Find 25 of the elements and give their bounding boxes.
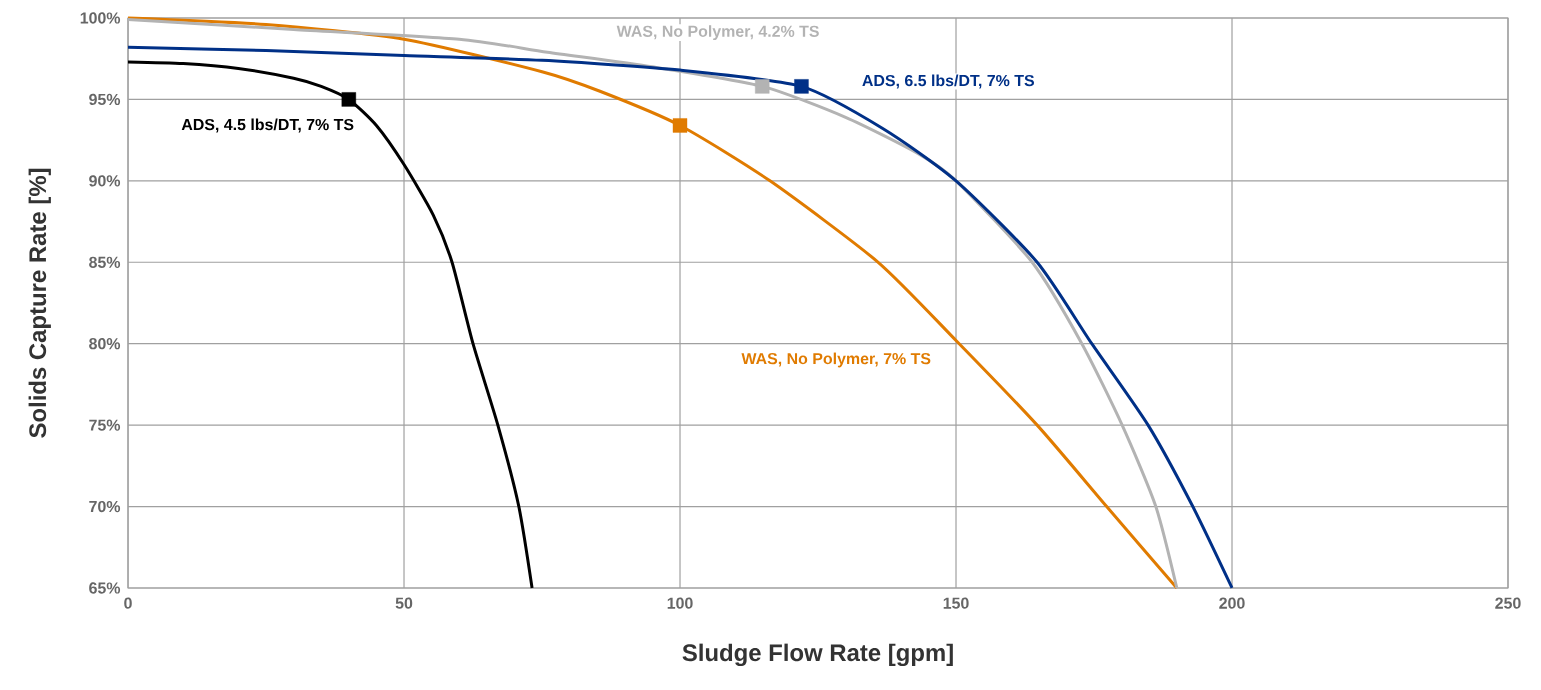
y-tick-label: 95%: [89, 93, 121, 106]
y-tick-label: 75%: [89, 419, 121, 431]
y-tick-label: 80%: [89, 338, 121, 350]
x-tick-label: 0: [124, 597, 132, 609]
y-tick-label: 65%: [89, 582, 121, 594]
series-label: WAS, No Polymer, 7% TS: [741, 352, 931, 368]
point: [341, 92, 357, 107]
y-tick-label: 100%: [80, 12, 121, 24]
x-tick-label: 50: [395, 597, 413, 609]
point: [794, 79, 809, 94]
series-label: ADS, 6.5 lbs/DT, 7% TS: [862, 74, 1035, 89]
y-axis-title: Solids Capture Rate [%]: [28, 168, 51, 438]
x-tick-label: 150: [943, 597, 969, 609]
line-series: [126, 60, 534, 590]
x-tick-label: 200: [1219, 597, 1245, 609]
y-tick-label: 85%: [89, 256, 121, 268]
series-label: ADS, 4.5 lbs/DT, 7% TS: [181, 118, 354, 133]
y-tick-label: 70%: [89, 500, 121, 513]
x-axis-title: Sludge Flow Rate [gpm]: [682, 643, 953, 667]
x-tick-label: 100: [667, 597, 693, 609]
x-tick-label: 250: [1495, 597, 1521, 609]
point: [672, 118, 688, 133]
series-label: WAS, No Polymer, 4.2% TS: [616, 25, 819, 41]
y-tick-label: 90%: [89, 175, 121, 187]
point: [755, 79, 770, 94]
